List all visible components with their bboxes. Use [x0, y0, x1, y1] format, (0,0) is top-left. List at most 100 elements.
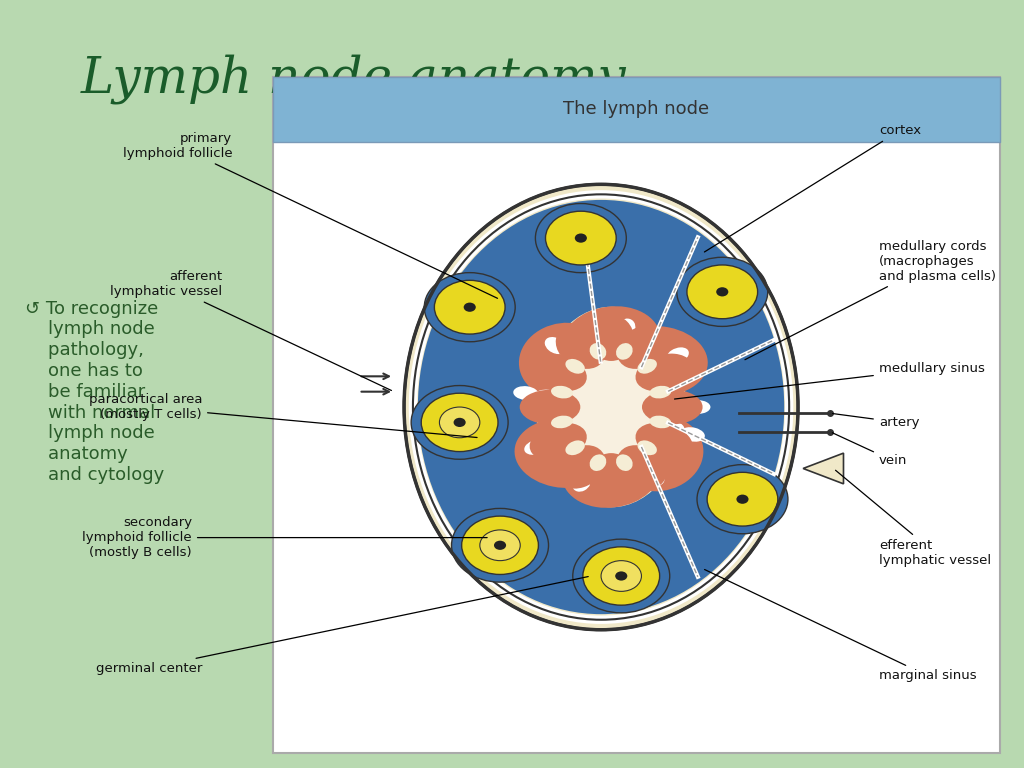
- Circle shape: [716, 287, 728, 296]
- Text: paracortical area
(mostly T cells): paracortical area (mostly T cells): [88, 393, 477, 438]
- Ellipse shape: [587, 435, 606, 454]
- Ellipse shape: [590, 455, 606, 471]
- Circle shape: [572, 539, 670, 613]
- Ellipse shape: [612, 415, 632, 433]
- Ellipse shape: [644, 468, 665, 485]
- Ellipse shape: [649, 360, 672, 376]
- Circle shape: [421, 393, 498, 452]
- Circle shape: [736, 495, 749, 504]
- Ellipse shape: [621, 400, 645, 414]
- Circle shape: [697, 465, 787, 534]
- Circle shape: [480, 530, 520, 561]
- Circle shape: [574, 233, 587, 243]
- Circle shape: [439, 407, 480, 438]
- Ellipse shape: [607, 326, 708, 396]
- Circle shape: [434, 280, 505, 334]
- Ellipse shape: [633, 373, 655, 389]
- Ellipse shape: [418, 200, 784, 614]
- Ellipse shape: [529, 353, 587, 392]
- Text: cortex: cortex: [705, 124, 921, 252]
- Text: ↺ To recognize
    lymph node
    pathology,
    one has to
    be familiar
    : ↺ To recognize lymph node pathology, one…: [26, 300, 165, 484]
- Ellipse shape: [537, 307, 686, 508]
- Ellipse shape: [616, 343, 633, 359]
- Ellipse shape: [572, 368, 594, 385]
- Ellipse shape: [565, 359, 585, 374]
- Text: medullary sinus: medullary sinus: [675, 362, 985, 399]
- Ellipse shape: [617, 319, 636, 338]
- Text: artery: artery: [833, 413, 920, 429]
- Circle shape: [452, 508, 549, 582]
- Text: The lymph node: The lymph node: [563, 100, 710, 118]
- Ellipse shape: [529, 422, 587, 461]
- Circle shape: [546, 211, 616, 265]
- Ellipse shape: [636, 422, 692, 461]
- Ellipse shape: [562, 437, 660, 508]
- Ellipse shape: [520, 390, 581, 425]
- Ellipse shape: [572, 473, 591, 492]
- Ellipse shape: [562, 306, 660, 377]
- Ellipse shape: [623, 432, 643, 451]
- Ellipse shape: [642, 390, 702, 425]
- Ellipse shape: [519, 323, 610, 399]
- Ellipse shape: [620, 406, 644, 421]
- Circle shape: [454, 418, 466, 427]
- Ellipse shape: [556, 326, 605, 369]
- Ellipse shape: [535, 389, 560, 404]
- Ellipse shape: [513, 386, 539, 400]
- Text: vein: vein: [833, 433, 907, 467]
- Ellipse shape: [606, 378, 625, 397]
- Ellipse shape: [589, 453, 634, 499]
- Ellipse shape: [545, 337, 566, 354]
- Ellipse shape: [587, 383, 608, 400]
- Ellipse shape: [578, 396, 602, 411]
- Ellipse shape: [551, 415, 572, 429]
- Circle shape: [464, 303, 476, 312]
- Ellipse shape: [649, 386, 672, 399]
- Ellipse shape: [638, 359, 656, 374]
- Ellipse shape: [551, 386, 572, 399]
- Ellipse shape: [616, 326, 667, 369]
- Circle shape: [601, 561, 641, 591]
- Ellipse shape: [556, 336, 667, 478]
- Text: afferent
lymphatic vessel: afferent lymphatic vessel: [111, 270, 391, 390]
- Circle shape: [424, 273, 515, 342]
- Text: efferent
lymphatic vessel: efferent lymphatic vessel: [836, 470, 991, 567]
- Circle shape: [536, 204, 627, 273]
- Ellipse shape: [680, 427, 705, 442]
- Ellipse shape: [649, 415, 672, 429]
- Text: primary
lymphoid follicle: primary lymphoid follicle: [123, 132, 498, 298]
- Ellipse shape: [638, 440, 656, 455]
- Ellipse shape: [613, 338, 632, 357]
- Ellipse shape: [562, 419, 586, 435]
- Text: Lymph node anatomy: Lymph node anatomy: [81, 54, 627, 104]
- Ellipse shape: [580, 454, 598, 473]
- Ellipse shape: [616, 386, 639, 402]
- Circle shape: [677, 257, 768, 326]
- Ellipse shape: [616, 455, 633, 471]
- Text: secondary
lymphoid follicle
(mostly B cells): secondary lymphoid follicle (mostly B ce…: [82, 516, 487, 559]
- Ellipse shape: [594, 416, 613, 435]
- Text: germinal center: germinal center: [95, 577, 588, 674]
- Polygon shape: [803, 453, 844, 484]
- Circle shape: [462, 516, 539, 574]
- FancyBboxPatch shape: [272, 77, 1000, 753]
- Circle shape: [494, 541, 506, 550]
- Ellipse shape: [640, 413, 665, 428]
- Text: medullary cords
(macrophages
and plasma cells): medullary cords (macrophages and plasma …: [744, 240, 996, 359]
- Circle shape: [583, 547, 659, 605]
- Ellipse shape: [559, 353, 580, 369]
- Circle shape: [412, 386, 508, 459]
- Ellipse shape: [660, 420, 684, 435]
- Ellipse shape: [514, 419, 614, 488]
- Ellipse shape: [556, 393, 581, 407]
- Circle shape: [708, 472, 778, 526]
- Ellipse shape: [664, 400, 689, 414]
- Ellipse shape: [667, 347, 689, 363]
- Ellipse shape: [685, 400, 711, 414]
- Ellipse shape: [524, 439, 548, 455]
- Ellipse shape: [581, 409, 604, 425]
- Ellipse shape: [590, 343, 606, 359]
- FancyBboxPatch shape: [272, 77, 1000, 142]
- Circle shape: [687, 265, 758, 319]
- Ellipse shape: [543, 429, 566, 445]
